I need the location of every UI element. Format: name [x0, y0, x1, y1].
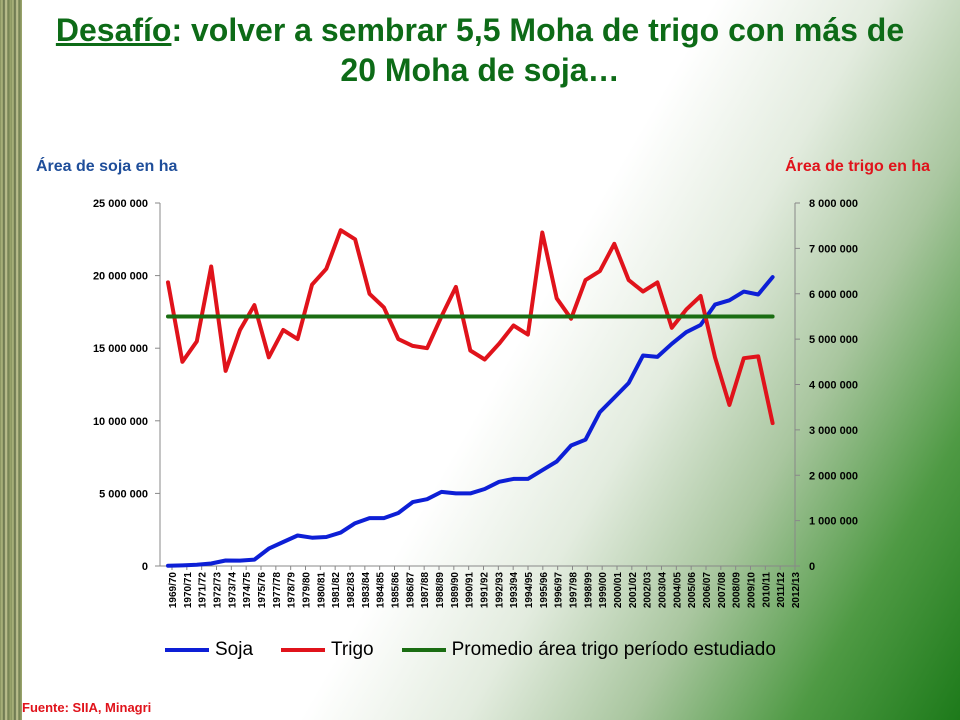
x-tick-label: 1974/75 [242, 572, 253, 609]
y-axis-right-label: Área de trigo en ha [785, 158, 930, 175]
x-tick-label: 1990/91 [465, 572, 476, 609]
x-tick-label: 1995/96 [539, 572, 550, 609]
y-right-tick-label: 2 000 000 [809, 470, 858, 482]
y-left-tick-label: 20 000 000 [93, 271, 148, 283]
x-tick-label: 1999/00 [598, 572, 609, 609]
x-tick-label: 1987/88 [420, 572, 431, 609]
x-tick-label: 1994/95 [524, 572, 535, 609]
x-tick-label: 1978/79 [287, 572, 298, 609]
x-tick-label: 1981/82 [331, 572, 342, 609]
y-right-tick-label: 4 000 000 [809, 380, 858, 392]
chart-series [166, 228, 775, 568]
legend-label-soja: Soja [215, 639, 254, 660]
legend-item-trigo: Trigo [281, 639, 374, 661]
x-tick-label: 2001/02 [628, 572, 639, 609]
x-tick-label: 1980/81 [316, 572, 327, 609]
chart-tick-labels: 25 000 000 20 000 000 15 000 000 10 000 000… [93, 198, 858, 608]
x-tick-label: 1985/86 [391, 572, 402, 609]
x-tick-label: 1984/85 [376, 572, 387, 609]
decorative-bark-strip [0, 0, 22, 720]
x-tick-label: 1982/83 [346, 572, 357, 609]
x-tick-label: 1998/99 [583, 572, 594, 609]
y-left-tick-label: 10 000 000 [93, 416, 148, 428]
x-tick-label: 1975/76 [257, 572, 268, 609]
title-rest: : volver a sembrar 5,5 Moha de trigo con… [171, 12, 905, 88]
x-tick-label: 1997/98 [569, 572, 580, 609]
y-right-tick-label: 6 000 000 [809, 289, 858, 301]
series-line-trigo [166, 228, 775, 426]
x-tick-label: 1986/87 [405, 572, 416, 609]
x-tick-label: 2002/03 [643, 572, 654, 609]
x-tick-label: 1988/89 [435, 572, 446, 609]
y-right-tick-label: 7 000 000 [809, 243, 858, 255]
slide-title: Desafío: volver a sembrar 5,5 Moha de tr… [40, 10, 920, 90]
x-tick-label: 2011/12 [776, 572, 787, 608]
legend-label-trigo: Trigo [331, 639, 374, 660]
x-tick-label: 1996/97 [554, 572, 565, 609]
x-tick-label: 2009/10 [747, 572, 758, 609]
y-right-tick-label: 1 000 000 [809, 516, 858, 528]
x-tick-label: 2000/01 [613, 572, 624, 609]
legend-item-promedio: Promedio área trigo período estudiado [401, 639, 776, 661]
y-left-tick-label: 5 000 000 [99, 488, 148, 500]
x-tick-label: 1983/84 [361, 572, 372, 609]
x-tick-label: 1972/73 [213, 572, 224, 609]
title-underlined-word: Desafío [55, 12, 172, 48]
x-tick-label: 2012/13 [791, 572, 802, 609]
x-tick-label: 2010/11 [761, 572, 772, 608]
y-right-tick-label: 3 000 000 [809, 425, 858, 437]
legend-swatch-promedio [401, 648, 446, 652]
y-left-tick-label: 0 [142, 561, 148, 573]
x-tick-label: 1992/93 [494, 572, 505, 609]
y-axis-left-label: Área de soja en ha [36, 158, 178, 175]
series-line-soja [166, 275, 775, 568]
x-tick-label: 2008/09 [732, 572, 743, 609]
chart-legend: Soja Trigo Promedio área trigo período e… [165, 638, 804, 662]
x-tick-label: 1977/78 [272, 572, 283, 609]
x-tick-label: 1989/90 [450, 572, 461, 609]
x-tick-label: 2006/07 [702, 572, 713, 609]
y-left-tick-label: 15 000 000 [93, 343, 148, 355]
legend-item-soja: Soja [165, 639, 253, 661]
x-tick-label: 1993/94 [509, 572, 520, 609]
x-tick-label: 1969/70 [168, 572, 179, 609]
x-tick-label: 1970/71 [183, 572, 194, 609]
x-tick-label: 2005/06 [687, 572, 698, 609]
y-right-tick-label: 0 [809, 561, 815, 573]
x-tick-label: 1973/74 [227, 572, 238, 609]
y-right-tick-label: 5 000 000 [809, 334, 858, 346]
chart-axes [155, 202, 800, 570]
y-right-tick-label: 8 000 000 [809, 198, 858, 210]
legend-swatch-trigo [281, 648, 326, 652]
source-note: Fuente: SIIA, Minagri [22, 700, 152, 715]
x-tick-label: 1979/80 [302, 572, 313, 609]
x-tick-label: 2007/08 [717, 572, 728, 609]
x-tick-label: 1991/92 [480, 572, 491, 609]
legend-swatch-soja [165, 648, 209, 652]
x-tick-label: 1971/72 [198, 572, 209, 609]
x-tick-label: 2003/04 [658, 572, 669, 609]
x-tick-label: 2004/05 [672, 572, 683, 609]
legend-label-promedio: Promedio área trigo período estudiado [451, 639, 776, 660]
y-left-tick-label: 25 000 000 [93, 198, 148, 210]
